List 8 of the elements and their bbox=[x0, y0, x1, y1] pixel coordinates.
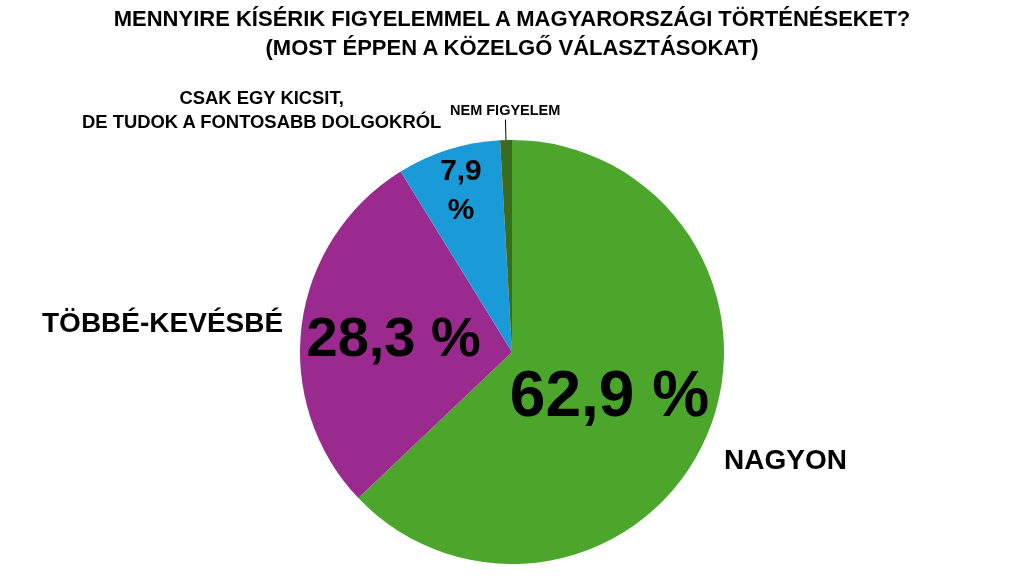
slice-label: NAGYON bbox=[724, 444, 847, 475]
slice-label: CSAK EGY KICSIT, DE TUDOK A FONTOSABB DOLGOKRÓL bbox=[82, 87, 442, 132]
data-label: 28,3 % bbox=[306, 304, 481, 368]
slice-label: NEM FIGYELEM bbox=[450, 102, 561, 118]
data-label: 7,9 % bbox=[440, 153, 482, 226]
data-label: 62,9 % bbox=[509, 357, 710, 430]
chart-title: MENNYIRE KÍSÉRIK FIGYELEMMEL A MAGYARORSZÁGI TÖRTÉNÉSEKET? (MOST ÉPPEN A KÖZELGŐ VÁLASZTÁSOKAT) bbox=[113, 6, 911, 60]
slice-label: TÖBBÉ-KEVÉSBÉ bbox=[42, 307, 284, 338]
